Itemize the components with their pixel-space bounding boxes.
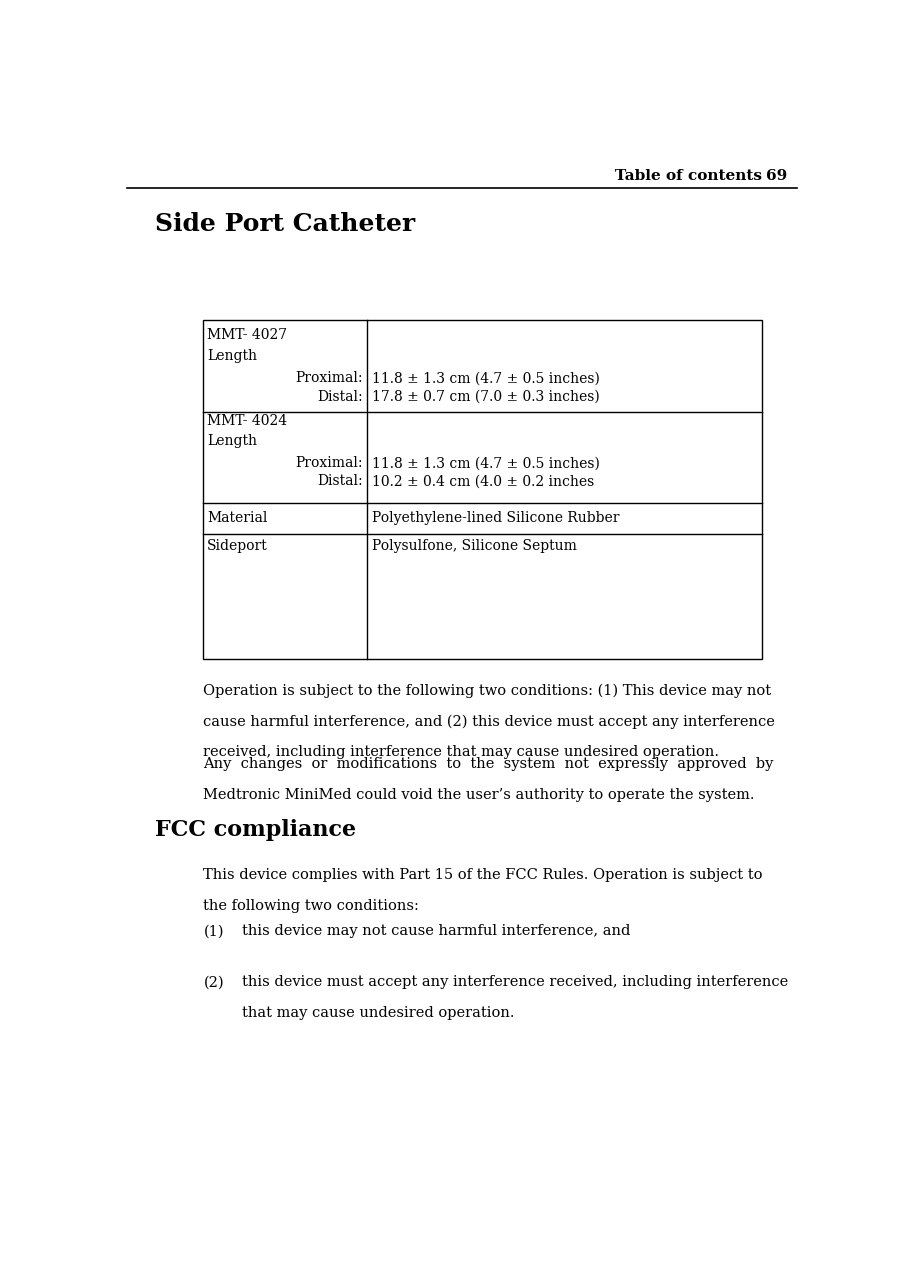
Text: Any  changes  or  modifications  to  the  system  not  expressly  approved  by: Any changes or modifications to the syst… bbox=[204, 758, 774, 772]
Text: 17.8 ± 0.7 cm (7.0 ± 0.3 inches): 17.8 ± 0.7 cm (7.0 ± 0.3 inches) bbox=[372, 389, 600, 403]
Text: Polysulfone, Silicone Septum: Polysulfone, Silicone Septum bbox=[372, 538, 578, 553]
Text: (2): (2) bbox=[204, 975, 224, 989]
Text: Operation is subject to the following two conditions: (1) This device may not: Operation is subject to the following tw… bbox=[204, 684, 771, 698]
Text: Medtronic MiniMed could void the user’s authority to operate the system.: Medtronic MiniMed could void the user’s … bbox=[204, 787, 755, 801]
Text: MMT- 4024: MMT- 4024 bbox=[207, 413, 287, 427]
Text: Distal:: Distal: bbox=[317, 389, 362, 403]
Text: Length: Length bbox=[207, 348, 257, 362]
Text: Material: Material bbox=[207, 512, 268, 526]
Text: Proximal:: Proximal: bbox=[296, 457, 362, 470]
Text: 10.2 ± 0.4 cm (4.0 ± 0.2 inches: 10.2 ± 0.4 cm (4.0 ± 0.2 inches bbox=[372, 475, 595, 489]
Text: cause harmful interference, and (2) this device must accept any interference: cause harmful interference, and (2) this… bbox=[204, 715, 775, 729]
Text: Distal:: Distal: bbox=[317, 475, 362, 489]
Text: MMT- 4027: MMT- 4027 bbox=[207, 328, 287, 342]
Text: 11.8 ± 1.3 cm (4.7 ± 0.5 inches): 11.8 ± 1.3 cm (4.7 ± 0.5 inches) bbox=[372, 371, 600, 385]
Bar bbox=[204, 320, 762, 660]
Text: this device must accept any interference received, including interference: this device must accept any interference… bbox=[241, 975, 788, 989]
Text: Side Port Catheter: Side Port Catheter bbox=[155, 212, 414, 236]
Text: Table of contents: Table of contents bbox=[615, 168, 762, 182]
Text: Length: Length bbox=[207, 434, 257, 448]
Text: Proximal:: Proximal: bbox=[296, 371, 362, 385]
Text: FCC compliance: FCC compliance bbox=[155, 819, 356, 841]
Text: Sideport: Sideport bbox=[207, 538, 268, 553]
Text: received, including interference that may cause undesired operation.: received, including interference that ma… bbox=[204, 745, 719, 759]
Text: that may cause undesired operation.: that may cause undesired operation. bbox=[241, 1005, 514, 1020]
Text: 11.8 ± 1.3 cm (4.7 ± 0.5 inches): 11.8 ± 1.3 cm (4.7 ± 0.5 inches) bbox=[372, 457, 600, 470]
Text: (1): (1) bbox=[204, 924, 224, 938]
Text: 69: 69 bbox=[766, 168, 787, 182]
Text: this device may not cause harmful interference, and: this device may not cause harmful interf… bbox=[241, 924, 630, 938]
Text: Polyethylene-lined Silicone Rubber: Polyethylene-lined Silicone Rubber bbox=[372, 512, 620, 526]
Text: This device complies with Part 15 of the FCC Rules. Operation is subject to: This device complies with Part 15 of the… bbox=[204, 869, 763, 883]
Text: the following two conditions:: the following two conditions: bbox=[204, 898, 419, 912]
